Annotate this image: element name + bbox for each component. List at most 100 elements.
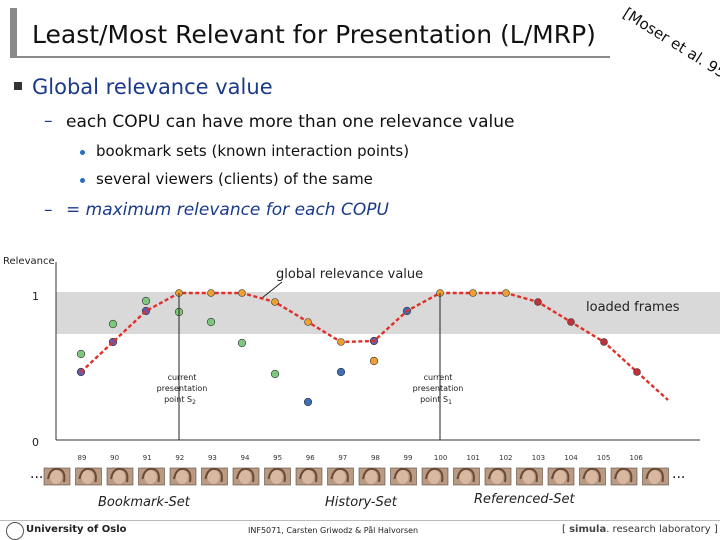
frame-number-label: 90: [110, 454, 119, 462]
frame-number-label: 97: [338, 454, 347, 462]
max-point: [469, 289, 477, 297]
green-point: [141, 296, 151, 306]
ellipsis-right: ...: [672, 466, 685, 482]
frame-thumbnail: [516, 467, 543, 486]
s1-line3: point S1: [420, 395, 452, 406]
dash-bullet: –: [44, 111, 53, 131]
frame-number-label: 89: [78, 454, 87, 462]
frame-number-labels: 89 90 91 92 93 94 95 96 97 98 99 100 101 102 103 104 105…: [78, 454, 644, 462]
history-set-label: History-Set: [325, 495, 398, 510]
title-rule: [10, 56, 610, 58]
frame-number-label: 94: [241, 454, 250, 462]
frame-number-label: 95: [273, 454, 282, 462]
max-point: [337, 338, 345, 346]
y-tick-1: 1: [32, 290, 39, 303]
bookmark-set-label: Bookmark-Set: [98, 495, 191, 510]
frame-thumbnail: [201, 467, 228, 486]
dot-bullet: [80, 150, 85, 155]
frame-thumbnail: [169, 467, 197, 486]
client-relevance-points: [76, 296, 412, 407]
bullet-maximum-relevance: = maximum relevance for each COPU: [66, 200, 389, 220]
max-point: [271, 298, 279, 306]
frame-number-label: 91: [143, 454, 152, 462]
relevance-axis-label: Relevance: [3, 256, 55, 267]
lab-logo-text: [ simula. research laboratory ]: [562, 524, 718, 535]
frame-thumbnail: [264, 467, 291, 486]
ellipsis-left: ...: [30, 466, 43, 482]
frame-number-label: 101: [467, 454, 480, 462]
red-point: [567, 318, 575, 326]
frame-thumbnail: [484, 467, 512, 486]
frame-number-label: 103: [532, 454, 545, 462]
green-point: [108, 319, 118, 329]
frame-number-label: 93: [208, 454, 217, 462]
relevance-diagram: Relevance 1 0 global relevance value loa…: [3, 256, 720, 510]
frame-number-label: 96: [306, 454, 315, 462]
bullet-bookmark-sets: bookmark sets (known interaction points): [96, 142, 410, 160]
s1-line2: presentation: [413, 384, 464, 393]
frame-number-label: 99: [404, 454, 413, 462]
citation: [Moser et al. 95]: [620, 4, 720, 82]
frame-thumbnail: [75, 467, 102, 486]
course-credit: INF5071, Carsten Griwodz & Pål Halvorsen: [248, 526, 419, 535]
presentation-point-s2-label: current presentation point S2: [157, 373, 208, 406]
footer-rule: [0, 520, 720, 521]
max-point: [304, 318, 312, 326]
global-label-pointer: [261, 281, 283, 299]
blue-point: [336, 367, 346, 377]
presentation-point-s1-label: current presentation point S1: [413, 373, 464, 406]
frame-thumbnails: [43, 467, 669, 486]
referenced-set-label: Referenced-Set: [474, 492, 576, 507]
frame-thumbnail: [295, 467, 323, 486]
frame-number-label: 102: [499, 454, 512, 462]
red-point: [534, 298, 542, 306]
lab-bracket-open: [: [562, 524, 566, 535]
frame-thumbnail: [43, 467, 71, 486]
s2-line2: presentation: [157, 384, 208, 393]
frame-thumbnail: [453, 467, 480, 486]
frame-thumbnail: [642, 467, 669, 486]
frame-thumbnail: [579, 467, 606, 486]
frame-thumbnail: [138, 467, 165, 486]
frame-thumbnail: [232, 467, 260, 486]
frame-thumbnail: [106, 467, 134, 486]
y-tick-0: 0: [32, 436, 39, 449]
frame-thumbnail: [390, 467, 417, 486]
green-point: [206, 317, 216, 327]
dash-bullet: –: [44, 200, 53, 220]
frame-number-label: 100: [434, 454, 447, 462]
frame-thumbnail: [547, 467, 575, 486]
green-point: [270, 369, 280, 379]
s2-line1: current: [168, 373, 197, 382]
red-point: [633, 368, 641, 376]
bullet-square: [14, 82, 22, 90]
s1-line1: current: [424, 373, 453, 382]
bullet-several-viewers: several viewers (clients) of the same: [96, 170, 373, 188]
frame-number-label: 106: [630, 454, 644, 462]
dot-bullet: [80, 178, 85, 183]
frame-number-label: 92: [175, 454, 184, 462]
lab-bracket-close: ]: [713, 524, 718, 535]
bullet-global-relevance: Global relevance value: [32, 75, 273, 99]
frame-thumbnail: [421, 467, 449, 486]
max-point: [238, 289, 246, 297]
frame-number-label: 98: [371, 454, 380, 462]
citation-text: [Moser et al. 95]: [620, 4, 720, 82]
frame-number-label: 104: [564, 454, 578, 462]
red-point: [600, 338, 608, 346]
max-point: [502, 289, 510, 297]
slide-title: Least/Most Relevant for Presentation (L/…: [32, 20, 596, 49]
orange-point: [369, 356, 379, 366]
green-point: [76, 349, 86, 359]
max-point: [207, 289, 215, 297]
bullet-copu-multiple: each COPU can have more than one relevan…: [66, 112, 515, 132]
university-seal-icon: [6, 522, 24, 540]
green-point: [237, 338, 247, 348]
frame-thumbnail: [327, 467, 354, 486]
lab-rest: . research laboratory: [606, 524, 711, 535]
university-name: University of Oslo: [26, 524, 127, 535]
blue-point: [303, 397, 313, 407]
frame-thumbnail: [358, 467, 386, 486]
s2-line3: point S2: [164, 395, 196, 406]
title-accent-bar: [10, 8, 17, 56]
